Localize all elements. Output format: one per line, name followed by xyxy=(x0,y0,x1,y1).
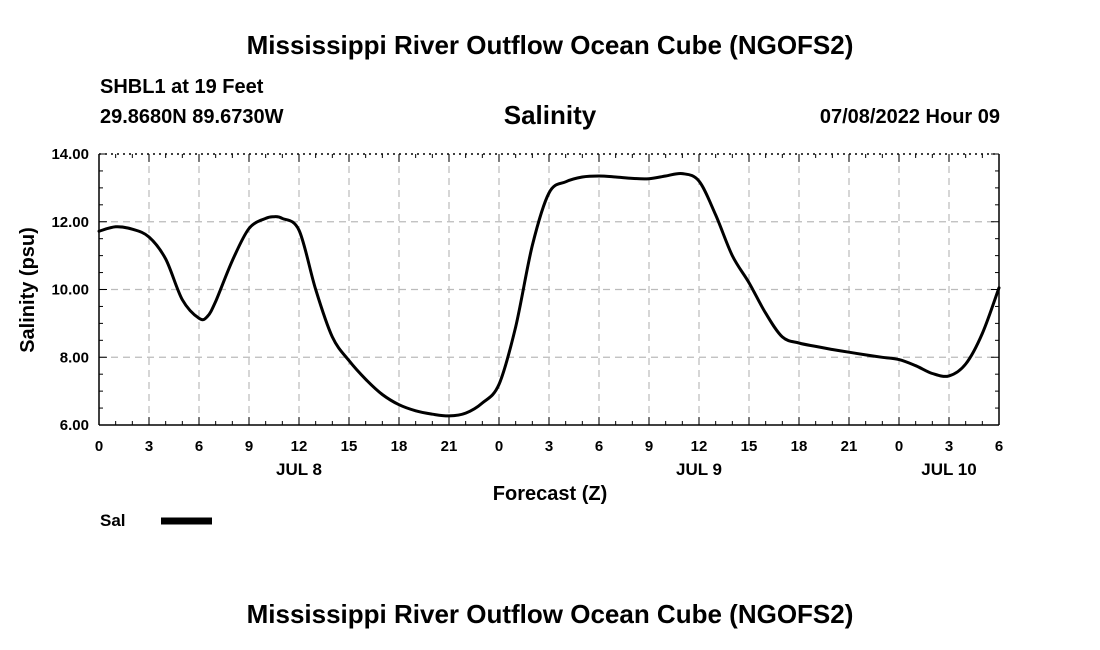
x-tick-label: 15 xyxy=(741,438,758,455)
chart-title: Salinity xyxy=(503,100,597,130)
x-tick-label: 9 xyxy=(645,438,653,455)
y-tick-label: 10.00 xyxy=(51,282,89,299)
x-tick-label: 18 xyxy=(791,438,808,455)
x-tick-label: 21 xyxy=(441,438,458,455)
chart-ticks: 0 3 6 9 12 15 18 21 0 3 6 9 12 15 18 21 0 3 6 6.00 8.00 10.00… xyxy=(51,146,1003,479)
x-tick-label: 0 xyxy=(495,438,503,455)
x-tick-label: 18 xyxy=(391,438,408,455)
y-tick-label: 14.00 xyxy=(51,146,89,163)
station-label: SHBL1 at 19 Feet xyxy=(100,76,264,98)
date-label: JUL 10 xyxy=(921,460,976,479)
x-tick-label: 6 xyxy=(995,438,1003,455)
x-tick-label: 12 xyxy=(291,438,308,455)
date-label: JUL 8 xyxy=(276,460,322,479)
x-tick-label: 3 xyxy=(145,438,153,455)
x-axis-label: Forecast (Z) xyxy=(493,483,607,505)
legend-label: Sal xyxy=(100,511,126,530)
y-tick-label: 12.00 xyxy=(51,214,89,231)
x-tick-label: 3 xyxy=(545,438,553,455)
forecast-datetime: 07/08/2022 Hour 09 xyxy=(819,106,1000,128)
x-tick-label: 12 xyxy=(691,438,708,455)
x-tick-label: 0 xyxy=(95,438,103,455)
page-title: Mississippi River Outflow Ocean Cube (NG… xyxy=(246,30,854,60)
series-line-sal xyxy=(97,171,1001,418)
y-axis-label: Salinity (psu) xyxy=(17,227,39,353)
y-tick-label: 6.00 xyxy=(60,417,89,434)
x-tick-label: 3 xyxy=(945,438,953,455)
x-tick-label: 15 xyxy=(341,438,358,455)
y-tick-label: 8.00 xyxy=(60,349,89,366)
x-tick-label: 9 xyxy=(245,438,253,455)
chart-grid xyxy=(99,154,999,425)
chart-series xyxy=(97,171,1001,418)
x-tick-label: 6 xyxy=(595,438,603,455)
x-tick-label: 0 xyxy=(895,438,903,455)
x-tick-label: 21 xyxy=(841,438,858,455)
x-tick-label: 6 xyxy=(195,438,203,455)
station-coordinates: 29.8680N 89.6730W xyxy=(100,106,284,128)
date-label: JUL 9 xyxy=(676,460,722,479)
footer-title: Mississippi River Outflow Ocean Cube (NG… xyxy=(246,599,854,629)
